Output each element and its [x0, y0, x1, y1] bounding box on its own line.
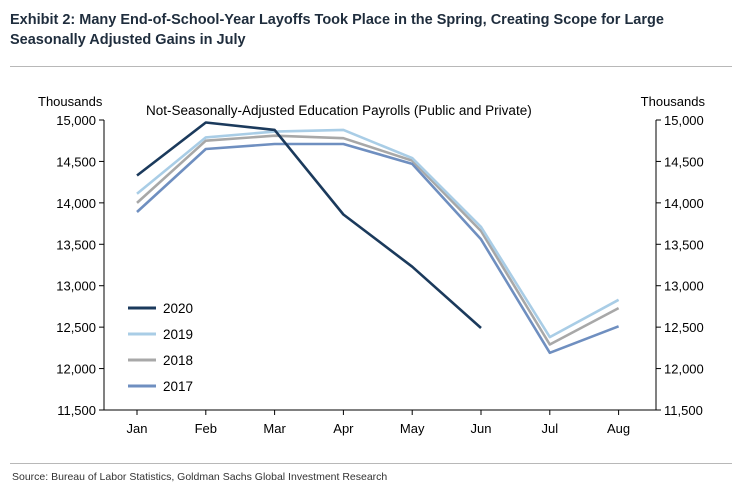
source-divider [10, 463, 732, 464]
x-tick-label: Feb [195, 421, 217, 436]
left-tick-label: 14,000 [56, 196, 96, 211]
right-y-ticks: 11,500 12,000 12,500 13,000 13,500 14,000 14,5… [656, 113, 704, 418]
left-tick-label: 12,000 [56, 362, 96, 377]
right-tick-label: 14,500 [664, 154, 704, 169]
series-line-2019 [136, 128, 620, 339]
legend-label: 2019 [163, 327, 193, 342]
right-tick-label: 14,000 [664, 196, 704, 211]
x-tick-label: Jul [541, 421, 558, 436]
x-ticks: Jan Feb Mar Apr May Jun Jul Aug [127, 410, 630, 436]
source-note: Source: Bureau of Labor Statistics, Gold… [12, 471, 388, 483]
x-tick-label: Mar [263, 421, 286, 436]
left-tick-label: 15,000 [56, 113, 96, 128]
left-y-ticks: 11,500 12,000 12,500 13,000 13,500 14,000 14,5… [56, 113, 104, 418]
legend-label: 2018 [163, 353, 193, 368]
right-tick-label: 15,000 [664, 113, 704, 128]
series-line-2020 [136, 121, 482, 329]
x-tick-label: Apr [333, 421, 354, 436]
left-tick-label: 13,000 [56, 279, 96, 294]
legend-label: 2020 [163, 301, 193, 316]
line-chart: Thousands Thousands Not-Seasonally-Adjus… [38, 94, 706, 436]
left-tick-label: 14,500 [56, 154, 96, 169]
x-tick-label: Jan [127, 421, 148, 436]
left-tick-label: 13,500 [56, 237, 96, 252]
series-lines [136, 121, 620, 355]
right-tick-label: 12,000 [664, 362, 704, 377]
title-divider [10, 66, 732, 67]
x-tick-label: May [400, 421, 425, 436]
left-axis-unit: Thousands [38, 94, 103, 109]
legend: 2020 2019 2018 2017 [128, 301, 193, 394]
right-tick-label: 13,500 [664, 237, 704, 252]
right-tick-label: 11,500 [664, 403, 703, 418]
series-line-2018 [136, 134, 620, 346]
right-tick-label: 12,500 [664, 320, 704, 335]
left-tick-label: 12,500 [56, 320, 96, 335]
right-tick-label: 13,000 [664, 279, 704, 294]
left-tick-label: 11,500 [57, 403, 96, 418]
exhibit-title: Exhibit 2: Many End-of-School-Year Layof… [10, 12, 664, 48]
x-tick-label: Aug [607, 421, 630, 436]
legend-label: 2017 [163, 379, 193, 394]
chart-title: Not-Seasonally-Adjusted Education Payrol… [146, 103, 532, 118]
x-tick-label: Jun [471, 421, 492, 436]
right-axis-unit: Thousands [641, 94, 706, 109]
series-line-2017 [136, 142, 620, 355]
